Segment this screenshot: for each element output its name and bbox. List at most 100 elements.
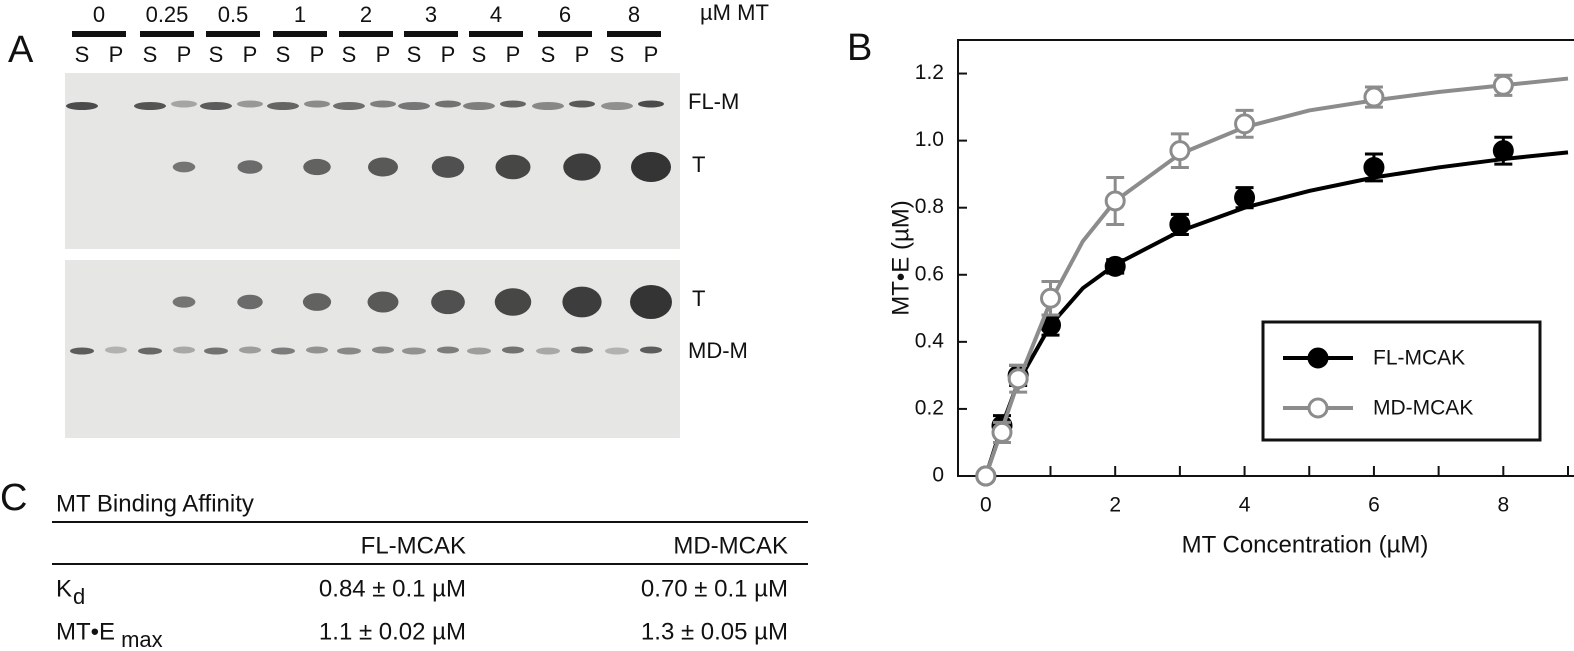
band-label: FL-M (688, 89, 739, 114)
x-tick-label: 6 (1368, 494, 1380, 517)
lane-bar (140, 31, 194, 37)
gel-band (495, 154, 531, 180)
data-point (975, 465, 997, 487)
panel-label: B (847, 27, 872, 69)
table-cell: 1.1 ± 0.02 µM (319, 618, 466, 645)
gel-band (638, 100, 664, 108)
gel-band (630, 285, 672, 319)
data-point (1492, 140, 1514, 162)
gel-band (536, 347, 560, 355)
y-tick-label: 1.2 (915, 61, 944, 84)
lane-label: S (75, 42, 90, 67)
table-cell: 0.84 ± 0.1 µM (319, 575, 466, 602)
data-point (1007, 368, 1029, 390)
gel-band (437, 346, 459, 354)
gel-band (267, 102, 299, 110)
data-point (1169, 213, 1191, 235)
row-label-sub: d (73, 584, 85, 609)
y-tick-label: 0.6 (915, 262, 944, 285)
lane-label: P (376, 42, 391, 67)
legend-label: MD-MCAK (1373, 397, 1473, 420)
gel-band (398, 102, 430, 110)
table-cell: 0.70 ± 0.1 µM (641, 575, 788, 602)
legend-marker (1307, 397, 1329, 419)
gel-band (569, 100, 595, 108)
gel-band (172, 296, 196, 308)
lane-label: S (407, 42, 422, 67)
data-point (1234, 113, 1256, 135)
lane-bar (273, 31, 327, 37)
gel-band (138, 347, 162, 355)
lane-bar (206, 31, 260, 37)
band-label: T (692, 152, 705, 177)
gel-band (571, 346, 593, 354)
unit-label: µM MT (700, 0, 769, 25)
x-tick-label: 2 (1109, 494, 1121, 517)
gel-band (435, 100, 461, 108)
gel-band (431, 289, 465, 315)
data-point (1363, 86, 1385, 108)
x-tick-label: 4 (1239, 494, 1251, 517)
lane-bar (339, 31, 393, 37)
y-tick-label: 0.2 (915, 396, 944, 419)
data-point (1104, 255, 1126, 277)
gel-band (171, 100, 197, 108)
legend-marker (1307, 347, 1329, 369)
gel-band (463, 102, 495, 110)
gel-band (66, 102, 98, 110)
lane-label: P (177, 42, 192, 67)
gel-band (239, 346, 261, 354)
lane-label: S (342, 42, 357, 67)
lane-label: S (143, 42, 158, 67)
gel-band (467, 347, 491, 355)
table-cell: 1.3 ± 0.05 µM (641, 618, 788, 645)
lane-bar (404, 31, 458, 37)
gel-band (562, 286, 602, 318)
gel-band (532, 102, 564, 110)
lane-label: S (610, 42, 625, 67)
concentration-label: 0.5 (218, 2, 249, 27)
panel-label: A (8, 29, 34, 71)
gel-band (402, 347, 426, 355)
band-label: MD-M (688, 338, 748, 363)
row-label-sub: max (121, 627, 163, 651)
row-label: K (56, 575, 72, 602)
data-point (1492, 74, 1514, 96)
lane-bar (72, 31, 126, 37)
gel-band (372, 346, 394, 354)
gel-band (333, 102, 365, 110)
lane-bar (469, 31, 523, 37)
gel-band (368, 157, 398, 177)
lane-label: S (209, 42, 224, 67)
gel-band (134, 102, 166, 110)
column-header: MD-MCAK (673, 532, 788, 559)
data-point (991, 421, 1013, 443)
gel-band (237, 160, 263, 174)
y-tick-label: 0.8 (915, 195, 944, 218)
gel-band (494, 288, 532, 316)
y-tick-label: 0.4 (915, 329, 945, 352)
table-title: MT Binding Affinity (56, 490, 254, 517)
concentration-label: 0.25 (146, 2, 189, 27)
row-label: MT•E (56, 618, 115, 645)
gel-band (500, 100, 526, 108)
lane-label: P (506, 42, 521, 67)
gel-band (337, 347, 361, 355)
legend-label: FL-MCAK (1373, 347, 1465, 370)
lane-label: P (644, 42, 659, 67)
concentration-label: 1 (294, 2, 306, 27)
concentration-label: 2 (360, 2, 372, 27)
gel-band (601, 102, 633, 110)
gel-band (367, 291, 399, 313)
y-tick-label: 1.0 (915, 128, 944, 151)
data-point (1040, 287, 1062, 309)
data-point (1363, 156, 1385, 178)
gel-band (204, 347, 228, 355)
gel-band (271, 347, 295, 355)
gel-band (303, 158, 331, 176)
concentration-label: 3 (425, 2, 437, 27)
legend-box (1261, 320, 1542, 442)
concentration-label: 6 (559, 2, 571, 27)
data-point (1169, 140, 1191, 162)
x-tick-label: 8 (1497, 494, 1509, 517)
